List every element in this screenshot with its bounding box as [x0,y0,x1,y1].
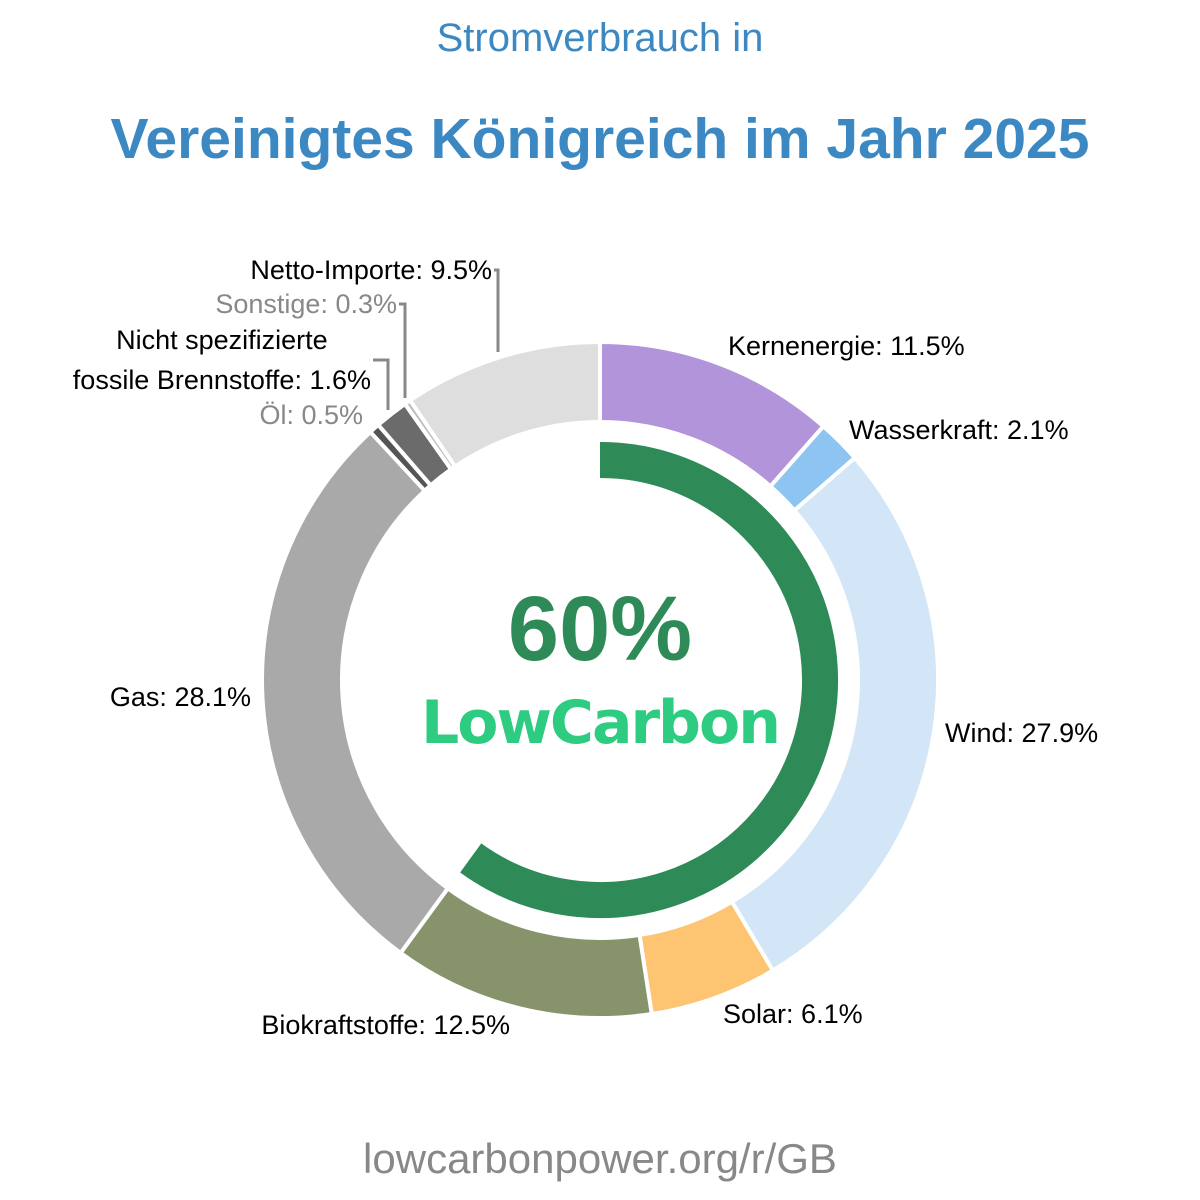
chart-subtitle: Stromverbrauch in [436,16,764,60]
value-label: 1.6% [294,365,371,395]
category-label: Nicht spezifizierte fossile Brennstoffe [72,325,328,395]
category-label: Biokraftstoffe [261,1010,419,1040]
data-label: Nicht spezifizierte fossile Brennstoffe1… [73,320,371,400]
category-label: Wasserkraft [849,415,993,445]
value-label: 6.1% [786,999,863,1029]
chart-title: Vereinigtes Königreich im Jahr 2025 [110,107,1090,171]
data-label: Kernenergie11.5% [728,326,965,366]
category-label: Sonstige [215,289,321,319]
data-label: Sonstige0.3% [215,284,397,324]
value-label: 11.5% [875,331,965,361]
center-text: LowCarbon [421,688,779,758]
category-label: Netto-Importe [250,255,416,285]
category-label: Wind [945,718,1007,748]
data-label: Gas28.1% [110,677,251,717]
value-label: 2.1% [992,415,1069,445]
category-label: Kernenergie [728,331,876,361]
category-label: Solar [723,999,787,1029]
leader-line [494,268,500,352]
donut-segment [729,455,940,974]
data-label: Netto-Importe9.5% [250,250,492,290]
value-label: 27.9% [1007,718,1099,748]
data-label: Solar6.1% [723,994,863,1034]
data-label: Biokraftstoffe12.5% [261,1005,510,1045]
category-label: Gas [109,682,160,712]
center-value: 60% [508,578,692,680]
value-label: 28.1% [159,682,251,712]
data-label: Wind27.9% [945,713,1098,753]
value-label: 12.5% [418,1010,510,1040]
donut-segment [407,339,602,470]
value-label: 0.5% [286,400,363,430]
value-label: 9.5% [415,255,492,285]
data-label: Wasserkraft2.1% [849,410,1069,450]
leader-line [373,358,390,410]
value-label: 0.3% [320,289,397,319]
leader-line [399,302,407,398]
low-carbon-arc [460,442,838,918]
data-label: Öl0.5% [259,395,363,435]
donut-segment [260,429,451,956]
footer: lowcarbonpower.org/r/GB [363,1135,837,1182]
category-label: Öl [259,400,287,430]
